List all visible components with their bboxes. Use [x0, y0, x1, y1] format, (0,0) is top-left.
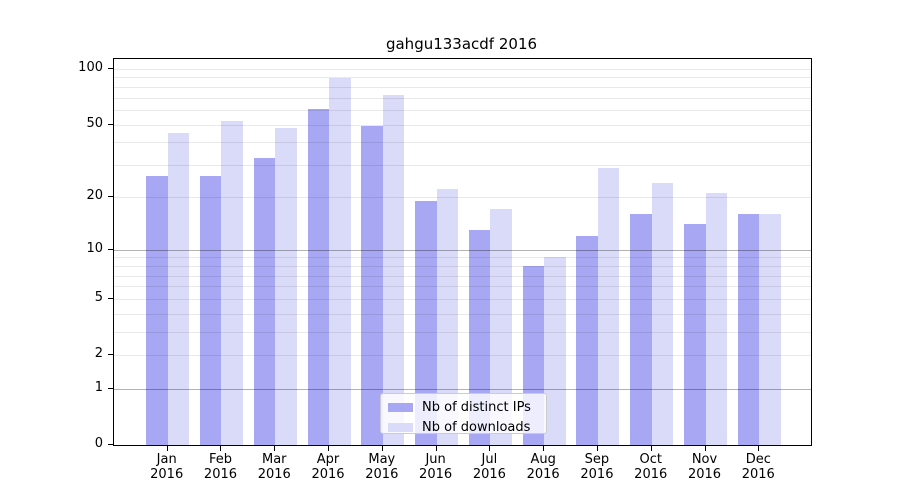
bar-downloads-mar: [275, 127, 297, 445]
x-tick-jul: [489, 445, 491, 451]
gridline-minor-4: [114, 313, 811, 315]
y-tick-5: [108, 297, 113, 299]
bar-distinct-ips-oct: [630, 214, 652, 445]
x-tick-feb: [220, 445, 222, 451]
y-tick-100: [108, 67, 113, 69]
bar-downloads-jul: [490, 209, 512, 445]
bar-downloads-oct: [651, 182, 674, 445]
y-tick-label-1: 1: [94, 379, 103, 395]
gridline-minor-7: [114, 275, 811, 277]
bar-distinct-ips-jun: [415, 200, 437, 445]
gridline-minor-50: [114, 124, 811, 126]
x-tick-jan: [166, 445, 168, 451]
y-tick-0: [108, 444, 113, 445]
bar-distinct-ips-mar: [253, 157, 276, 445]
gridline-minor-90: [114, 77, 811, 79]
gridline-major-1: [114, 388, 811, 390]
bar-distinct-ips-feb: [199, 176, 222, 445]
gridline-minor-30: [114, 165, 811, 167]
bar-distinct-ips-apr: [307, 108, 330, 445]
x-tick-label-apr: Apr 2016: [311, 452, 345, 482]
x-tick-label-dec: Dec 2016: [741, 452, 775, 482]
plot-area: [113, 58, 812, 446]
x-tick-label-jul: Jul 2016: [472, 452, 506, 482]
legend-label-distinct-ips: Nb of distinct IPs: [422, 399, 531, 415]
gridline-minor-8: [114, 265, 811, 267]
bar-downloads-feb: [221, 121, 243, 445]
y-tick-50: [108, 123, 113, 125]
bar-downloads-may: [382, 95, 405, 445]
legend-row-downloads: Nb of downloads: [388, 419, 539, 435]
x-tick-label-jan: Jan 2016: [150, 452, 184, 482]
y-tick-label-2: 2: [94, 346, 103, 362]
gridline-minor-6: [114, 286, 811, 288]
x-tick-label-sep: Sep 2016: [580, 452, 614, 482]
bar-distinct-ips-jul: [468, 229, 491, 445]
x-tick-aug: [543, 445, 545, 451]
x-tick-jun: [435, 445, 437, 451]
x-tick-apr: [328, 445, 330, 451]
bar-downloads-jun: [436, 189, 459, 445]
y-tick-label-100: 100: [78, 59, 103, 75]
legend-row-distinct-ips: Nb of distinct IPs: [388, 399, 539, 415]
y-tick-20: [108, 195, 113, 197]
y-tick-10: [108, 248, 113, 250]
bar-distinct-ips-may: [361, 126, 383, 445]
legend-swatch-downloads: [388, 422, 413, 432]
x-tick-label-feb: Feb 2016: [203, 452, 238, 482]
gridline-minor-60: [114, 109, 811, 111]
x-tick-label-aug: Aug 2016: [526, 452, 560, 482]
y-tick-label-10: 10: [86, 240, 103, 256]
gridline-minor-9: [114, 257, 811, 259]
bar-distinct-ips-jan: [146, 176, 168, 445]
x-tick-label-mar: Mar 2016: [257, 452, 291, 482]
gridline-minor-40: [114, 142, 811, 144]
bar-downloads-sep: [597, 167, 620, 445]
x-tick-label-may: May 2016: [365, 452, 399, 482]
x-tick-label-oct: Oct 2016: [634, 452, 668, 482]
chart-title: gahgu133acdf 2016: [385, 35, 538, 53]
gridline-minor-100: [114, 68, 811, 70]
bar-downloads-dec: [759, 214, 781, 445]
legend-swatch-distinct-ips: [388, 402, 413, 412]
gridline-minor-70: [114, 97, 811, 99]
gridline-minor-5: [114, 298, 811, 300]
x-tick-nov: [704, 445, 706, 451]
y-tick-label-5: 5: [94, 289, 103, 305]
gridline-minor-80: [114, 86, 811, 88]
bar-distinct-ips-dec: [737, 214, 760, 445]
x-tick-label-nov: Nov 2016: [687, 452, 722, 482]
y-tick-2: [108, 354, 113, 356]
x-tick-oct: [650, 445, 652, 451]
y-tick-label-50: 50: [86, 115, 103, 131]
x-tick-dec: [758, 445, 760, 451]
y-tick-1: [108, 387, 113, 389]
bar-distinct-ips-sep: [576, 235, 598, 445]
bar-downloads-aug: [544, 257, 566, 445]
x-tick-sep: [596, 445, 598, 451]
legend: Nb of distinct IPs Nb of downloads: [380, 393, 547, 435]
legend-label-downloads: Nb of downloads: [422, 419, 531, 435]
y-tick-label-0: 0: [94, 436, 103, 451]
bar-downloads-apr: [329, 78, 351, 445]
bar-downloads-jan: [167, 132, 190, 445]
x-tick-mar: [274, 445, 276, 451]
gridline-minor-3: [114, 332, 811, 334]
bar-distinct-ips-nov: [684, 224, 706, 445]
gridline-minor-20: [114, 196, 811, 198]
x-tick-may: [381, 445, 383, 451]
y-tick-label-20: 20: [86, 187, 103, 203]
gridline-minor-2: [114, 355, 811, 357]
gridline-major-10: [114, 249, 811, 251]
x-tick-label-jun: Jun 2016: [419, 452, 453, 482]
bar-downloads-nov: [705, 193, 727, 445]
